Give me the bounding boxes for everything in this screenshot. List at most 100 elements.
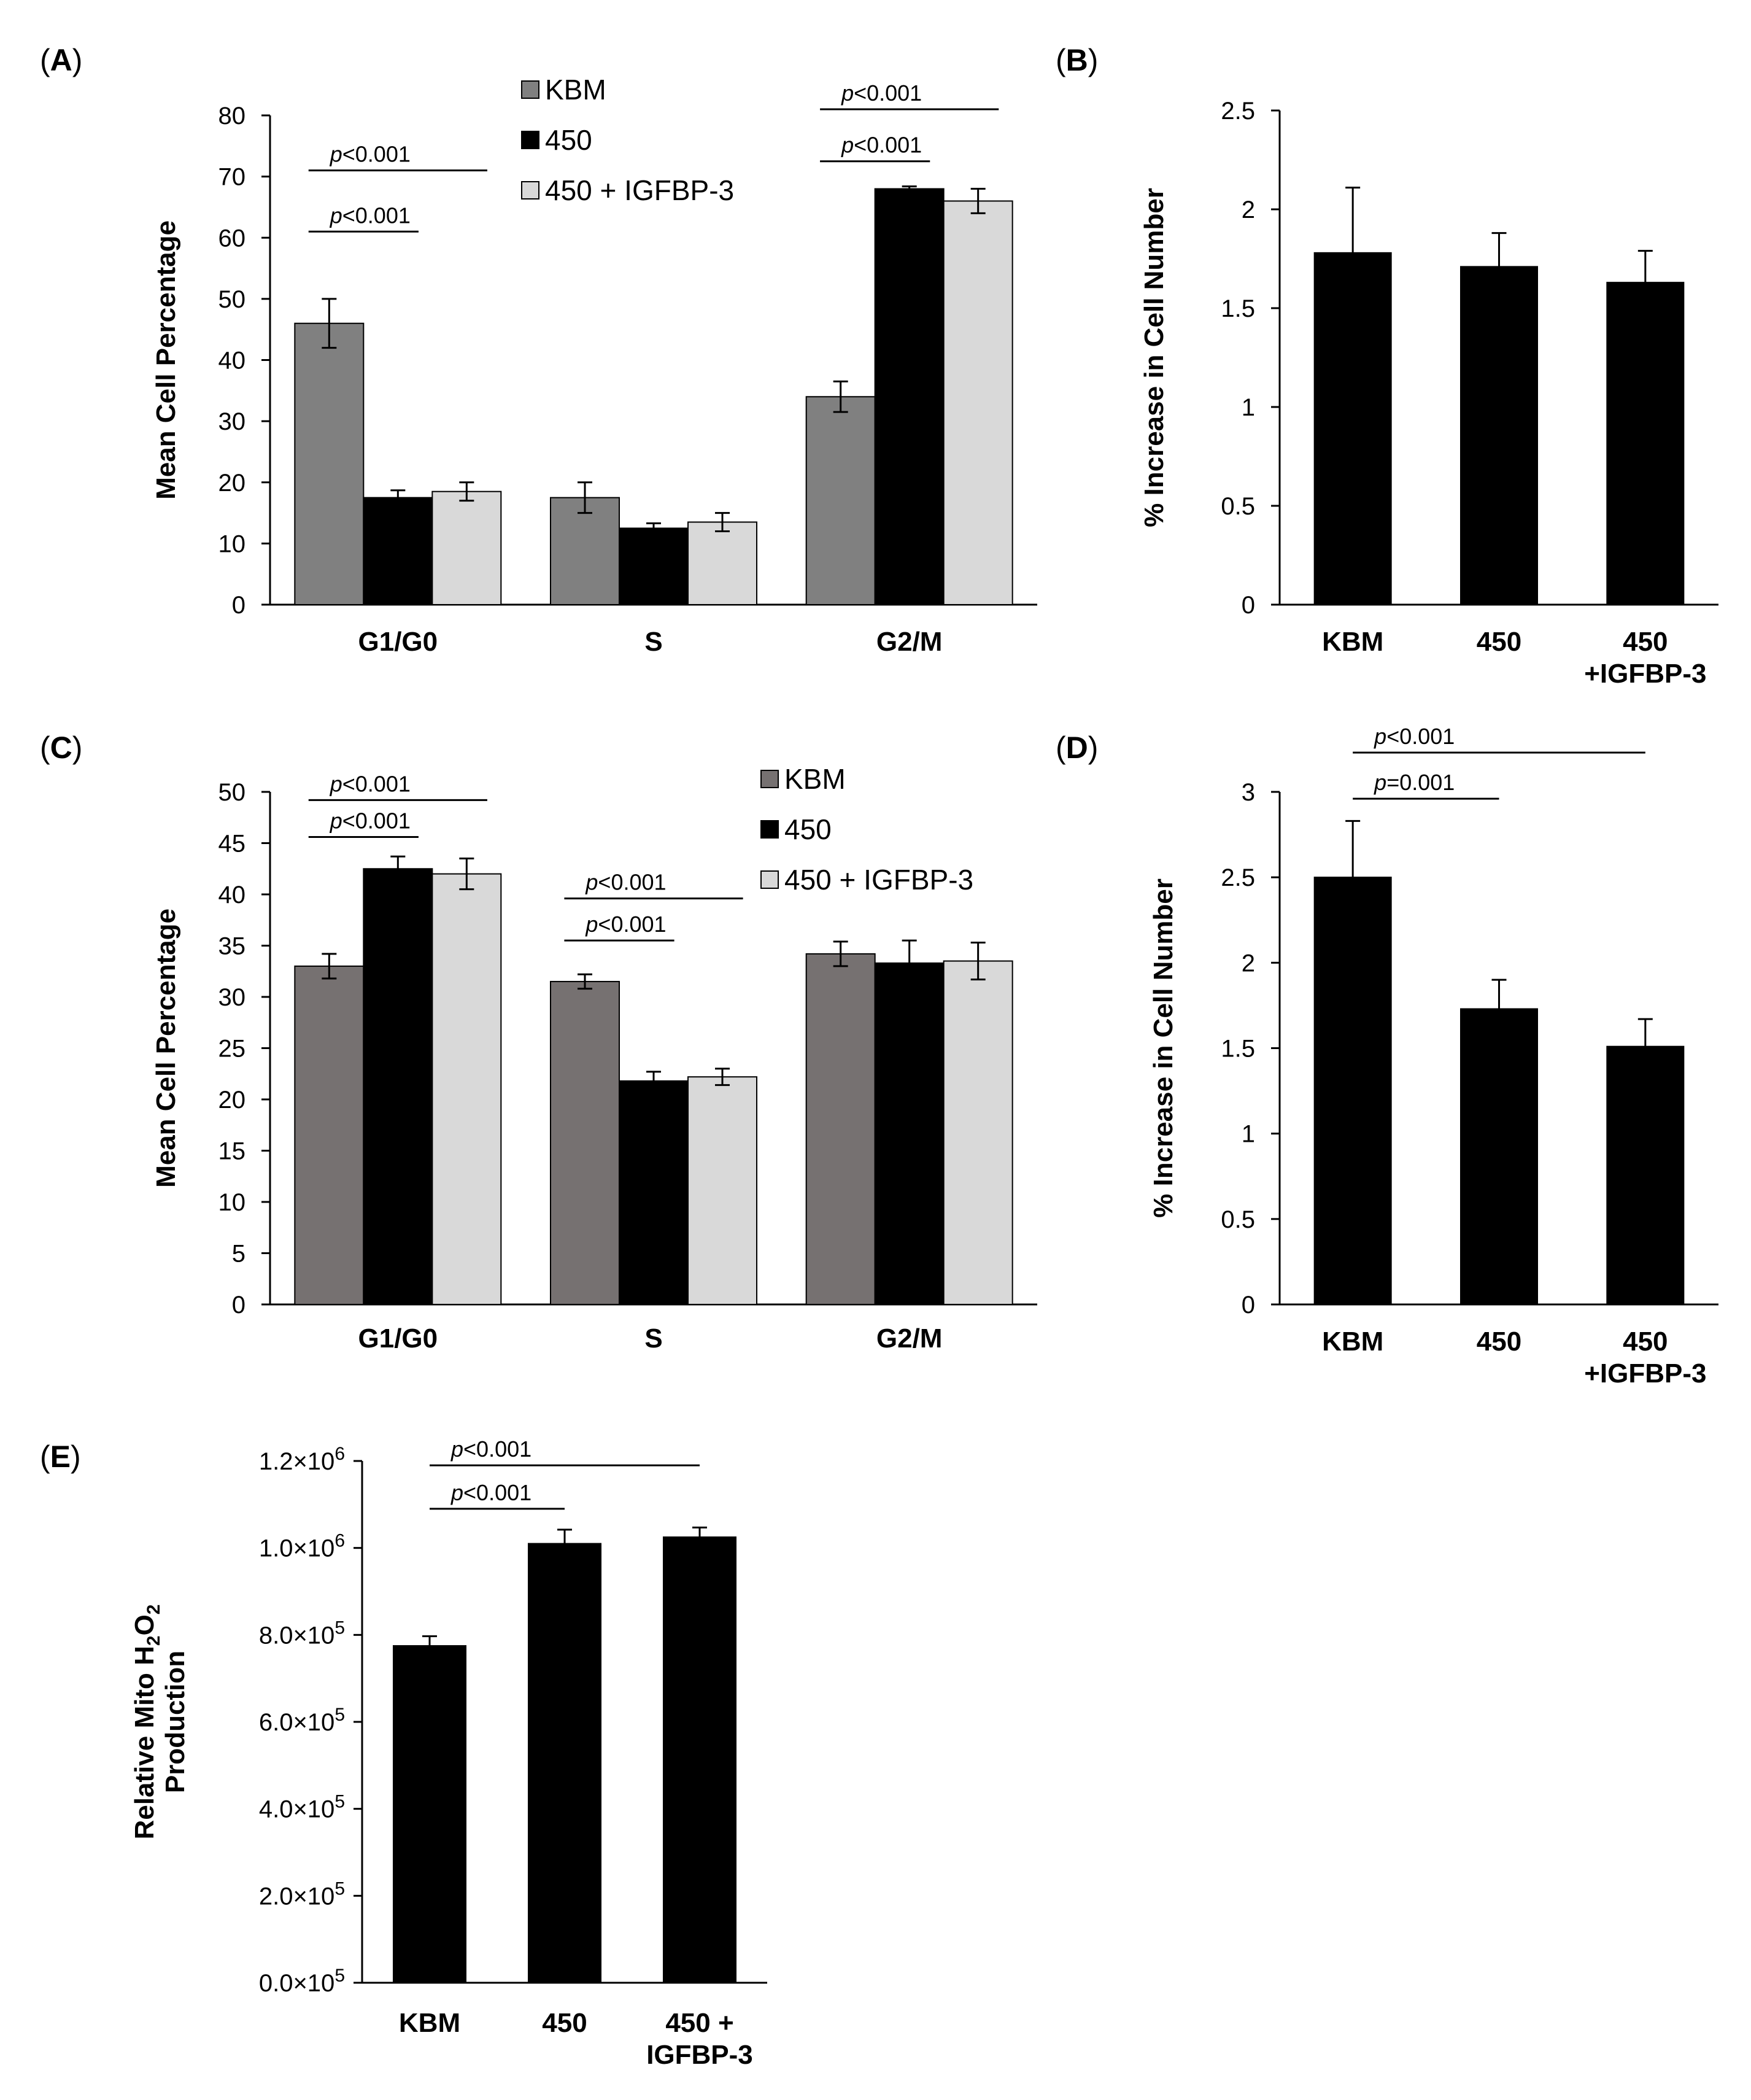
legend-swatch [760,770,779,788]
y-tick-label: 0 [1242,1292,1255,1319]
panel-label: (A) [40,43,82,77]
bar [687,521,757,605]
legend-swatch [521,80,539,99]
category-label: 450 + [665,2008,733,2038]
y-axis-title: % Increase in Cell Number [1148,878,1178,1218]
panel-a: (A) 0 10 20 30 40 50 60 70 80 Mean Cell Percentage… [40,43,1037,657]
category-label: S [644,1323,662,1354]
category-label: 450 [1477,627,1521,657]
bar [393,1645,466,1984]
bar [1313,877,1392,1305]
significance-label: p<0.001 [1374,724,1455,749]
bar [363,868,433,1305]
bar [1460,266,1538,605]
y-tick-label: 3 [1242,779,1255,806]
y-tick-label: 5 [232,1241,245,1268]
category-label: 450 [1477,1327,1521,1357]
panel-label: (D) [1056,730,1098,765]
bar [528,1543,601,1983]
significance-label: p<0.001 [450,1436,531,1462]
y-tick-label: 10 [218,530,246,557]
y-tick-label: 0 [232,592,245,619]
panel-label: (C) [40,730,82,765]
y-tick-label: 0.5 [1221,493,1255,520]
y-tick-label: 1.0×106 [259,1531,345,1562]
panel-c: (C) 0 5 10 15 20 25 30 35 40 45 50 Mean Cell Percent… [40,730,1037,1354]
category-label: +IGFBP-3 [1584,659,1706,689]
bar [294,322,365,605]
significance-label: p<0.001 [330,808,411,833]
bar [663,1536,736,1983]
legend-swatch [760,820,779,839]
category-label: 450 [1623,627,1668,657]
bar [431,873,502,1305]
y-tick-label: 6.0×105 [259,1705,345,1736]
y-tick-label: 35 [218,933,246,960]
bar [1606,1045,1685,1305]
category-label: +IGFBP-3 [1584,1358,1706,1389]
category-label: G2/M [876,1323,943,1354]
category-label: KBM [1322,627,1383,657]
y-tick-label: 50 [218,779,246,806]
y-tick-label: 60 [218,225,246,252]
significance-label: p<0.001 [841,80,922,106]
bar [805,953,876,1305]
legend-label: 450 [784,813,832,845]
bar [943,200,1013,606]
bar [943,960,1013,1306]
y-tick-label: 15 [218,1138,246,1165]
y-tick-label: 1.5 [1221,295,1255,322]
bar [687,1076,757,1305]
y-axis-title: Mean Cell Percentage [151,220,181,500]
y-tick-label: 2 [1242,950,1255,977]
bar [619,1080,689,1305]
y-axis-title: Relative Mito H2O2 [129,1605,164,1840]
y-tick-label: 0.0×105 [259,1966,345,1997]
y-tick-label: 40 [218,347,246,374]
panel-b: (B) 0 0.5 1 1.5 2 2.5 % Increase in Cell Number… [1056,43,1718,689]
y-axis-title: % Increase in Cell Number [1139,188,1169,527]
panel-label: (E) [40,1439,81,1474]
category-label: IGFBP-3 [646,2040,753,2070]
y-tick-label: 0 [1242,592,1255,619]
y-tick-label: 0 [232,1292,245,1319]
bar [874,962,945,1305]
bar [550,980,620,1305]
y-tick-label: 25 [218,1036,246,1063]
y-tick-label: 1 [1242,394,1255,421]
category-label: KBM [399,2008,460,2038]
legend-label: KBM [784,763,846,795]
y-tick-label: 2.0×105 [259,1878,345,1910]
legend-swatch [521,181,539,200]
y-tick-label: 1.2×106 [259,1444,345,1475]
category-label: 450 [1623,1327,1668,1357]
y-tick-label: 20 [218,1087,246,1114]
y-tick-label: 80 [218,103,246,130]
y-tick-label: 1.5 [1221,1036,1255,1063]
bar [1606,282,1685,605]
bar [1460,1008,1538,1305]
y-tick-label: 0.5 [1221,1206,1255,1233]
y-tick-label: 30 [218,984,246,1011]
bar [805,396,876,606]
significance-label: p<0.001 [330,142,411,167]
legend-label: 450 + IGFBP-3 [545,174,734,206]
category-label: G1/G0 [358,627,438,657]
category-label: G2/M [876,627,943,657]
significance-label: p<0.001 [450,1480,531,1505]
y-axis-title-line2: Production [160,1651,190,1793]
bar [619,527,689,605]
bar [363,497,433,605]
panel-e: (E) 0.0×105 2.0×105 4.0×105 6.0×105 8.0×105 1.… [40,1436,767,2070]
y-tick-label: 70 [218,164,246,191]
y-tick-label: 2.5 [1221,98,1255,125]
category-label: G1/G0 [358,1323,438,1354]
significance-label: p<0.001 [330,771,411,796]
category-label: KBM [1322,1327,1383,1357]
category-label: S [644,627,662,657]
bar [431,490,502,605]
significance-label: p<0.001 [585,870,666,895]
significance-label: p<0.001 [841,133,922,158]
y-tick-label: 45 [218,831,246,858]
